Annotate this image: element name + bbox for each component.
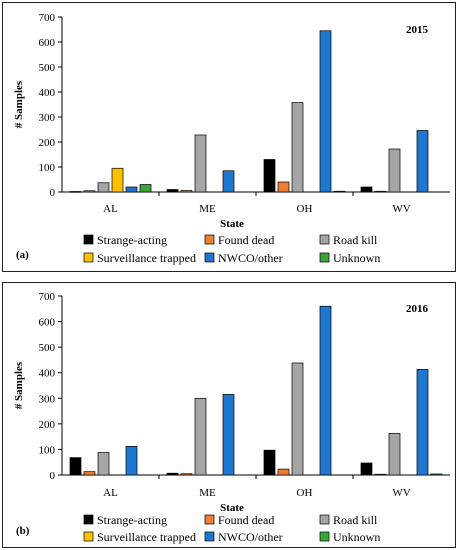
bar-nwco-other-oh [319, 30, 332, 193]
y-tick-label: 400 [39, 368, 56, 380]
legend-swatch [319, 531, 330, 542]
x-tick-label: AL [103, 487, 118, 499]
legend-entry: Found dead [218, 513, 274, 527]
y-tick-label: 100 [39, 162, 56, 174]
legend-entry: Unknown [333, 530, 380, 544]
legend-swatch [204, 234, 215, 245]
bar-strange-acting-wv [360, 186, 373, 193]
y-tick-label: 100 [39, 444, 56, 456]
bar-found-dead-me [180, 473, 193, 476]
chart-panel-2015 [2, 2, 456, 272]
bar-strange-acting-oh [263, 159, 276, 193]
year-label: 2016 [406, 303, 429, 315]
y-tick-label: 300 [39, 393, 56, 405]
bar-road-kill-wv [388, 148, 401, 193]
x-tick-label: ME [199, 203, 216, 215]
bar-surveillance-trapped-al [111, 167, 124, 193]
legend-swatch [83, 531, 94, 542]
x-tick-label: OH [297, 487, 313, 499]
legend-entry: Surveillance trapped [97, 251, 196, 265]
bar-nwco-other-oh [319, 305, 332, 476]
bar-found-dead-oh [277, 181, 290, 193]
bar-road-kill-me [194, 397, 207, 476]
legend-swatch [204, 252, 215, 263]
x-tick-label: OH [297, 203, 313, 215]
panel-label: (b) [16, 525, 30, 537]
y-tick-label: 500 [39, 62, 56, 74]
bar-road-kill-wv [388, 432, 401, 476]
legend-swatch [319, 514, 330, 525]
legend-swatch [83, 252, 94, 263]
bar-road-kill-oh [291, 362, 304, 476]
bar-strange-acting-al [69, 457, 82, 476]
bar-found-dead-me [180, 190, 193, 193]
legend-entry: Strange-acting [97, 233, 167, 247]
y-tick-label: 600 [39, 317, 56, 329]
legend-entry: Surveillance trapped [97, 530, 196, 544]
legend-entry: NWCO/other [218, 530, 283, 544]
bar-road-kill-me [194, 134, 207, 193]
legend-swatch [83, 234, 94, 245]
legend-entry: Road kill [333, 233, 378, 247]
x-tick-label: AL [103, 203, 118, 215]
bar-strange-acting-me [166, 472, 179, 476]
x-axis-title: State [220, 502, 244, 514]
legend-entry: Unknown [333, 251, 380, 265]
bar-found-dead-al [83, 471, 96, 476]
x-tick-label: WV [392, 487, 410, 499]
y-tick-label: 200 [39, 419, 56, 431]
legend-swatch [204, 531, 215, 542]
legend-entry: Strange-acting [97, 513, 167, 527]
y-tick-label: 500 [39, 342, 56, 354]
y-axis-title: # Samples [13, 361, 25, 409]
bar-unknown-oh [333, 190, 346, 193]
bar-strange-acting-wv [360, 462, 373, 476]
y-tick-label: 700 [39, 291, 56, 303]
x-axis-title: State [220, 218, 244, 230]
bar-strange-acting-oh [263, 449, 276, 476]
bar-nwco-other-al [125, 186, 138, 193]
legend-entry: Found dead [218, 233, 274, 247]
bar-unknown-wv [430, 473, 443, 476]
legend-swatch [83, 514, 94, 525]
legend-swatch [204, 514, 215, 525]
bar-found-dead-wv [374, 473, 387, 476]
bar-road-kill-oh [291, 102, 304, 193]
legend-entry: NWCO/other [218, 251, 283, 265]
bar-nwco-other-wv [416, 369, 429, 476]
x-tick-label: ME [199, 487, 216, 499]
y-axis-title: # Samples [13, 80, 25, 128]
bar-strange-acting-me [166, 189, 179, 193]
bar-found-dead-wv [374, 190, 387, 193]
y-tick-label: 400 [39, 87, 56, 99]
bar-unknown-al [139, 184, 152, 193]
bar-strange-acting-al [69, 191, 82, 193]
legend-swatch [319, 234, 330, 245]
y-tick-label: 0 [50, 470, 56, 482]
bar-found-dead-al [83, 190, 96, 193]
bar-nwco-other-al [125, 446, 138, 476]
legend-swatch [319, 252, 330, 263]
bar-road-kill-al [97, 452, 110, 476]
y-tick-label: 700 [39, 12, 56, 24]
y-tick-label: 300 [39, 112, 56, 124]
bar-nwco-other-wv [416, 130, 429, 193]
bar-road-kill-al [97, 182, 110, 193]
y-tick-label: 600 [39, 37, 56, 49]
bar-nwco-other-me [222, 170, 235, 193]
panel-label: (a) [16, 249, 29, 261]
legend-entry: Road kill [333, 513, 378, 527]
bar-nwco-other-me [222, 394, 235, 476]
bar-found-dead-oh [277, 468, 290, 476]
y-tick-label: 0 [50, 187, 56, 199]
year-label: 2015 [406, 24, 429, 36]
x-tick-label: WV [392, 203, 410, 215]
y-tick-label: 200 [39, 137, 56, 149]
